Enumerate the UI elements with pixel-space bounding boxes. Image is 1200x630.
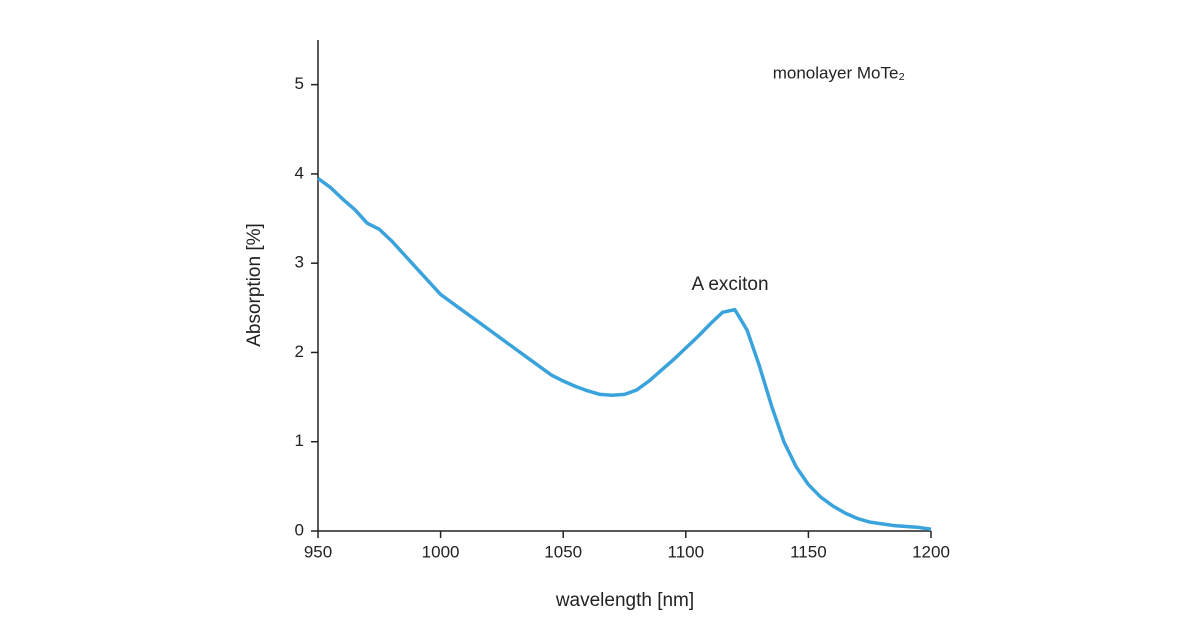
y-tick-label: 1	[295, 431, 304, 450]
x-tick-label: 1050	[544, 542, 582, 561]
x-tick-label: 1100	[668, 542, 705, 561]
annotation: A exciton	[691, 274, 768, 295]
data-line	[316, 176, 932, 531]
y-axis-label: Absorption [%]	[244, 223, 265, 347]
x-tick-label: 1150	[790, 542, 827, 561]
x-tick-label: 1000	[422, 542, 460, 561]
y-tick-label: 0	[295, 520, 304, 539]
y-tick-label: 5	[295, 74, 304, 93]
annotation: monolayer MoTe₂	[773, 63, 905, 82]
y-tick-label: 2	[295, 342, 304, 361]
y-tick-label: 4	[295, 163, 304, 182]
y-tick-label: 3	[295, 253, 304, 272]
x-tick-label: 1200	[912, 542, 950, 561]
x-axis-label: wavelength [nm]	[555, 590, 694, 611]
x-tick-label: 950	[304, 542, 332, 561]
